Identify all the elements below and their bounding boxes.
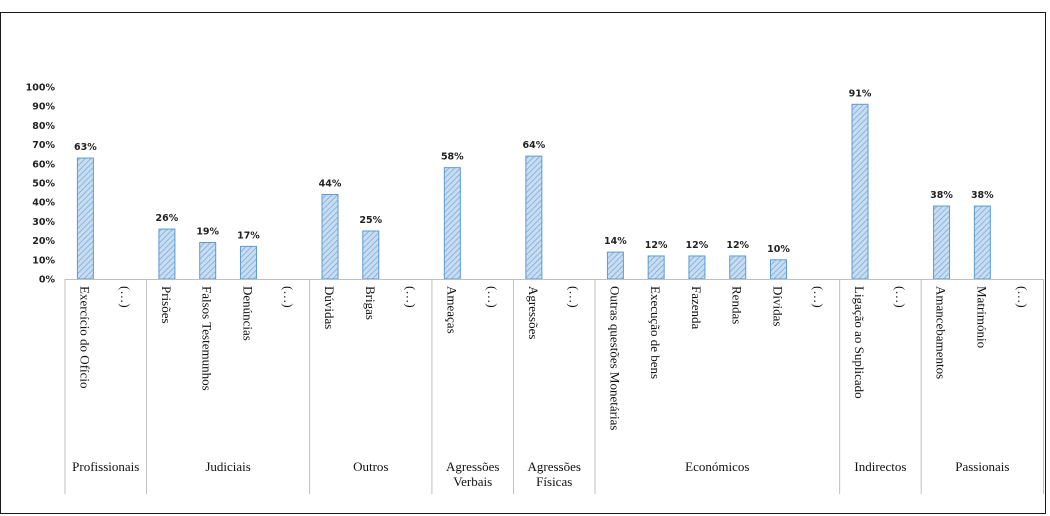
y-tick-label: 10%	[32, 255, 55, 266]
bar	[729, 255, 747, 280]
category-label: Falsos Testemunhos	[200, 286, 215, 391]
value-label: 14%	[604, 236, 627, 247]
value-label: 12%	[645, 240, 668, 251]
value-label: 91%	[849, 88, 872, 99]
value-label: 26%	[156, 213, 179, 224]
category-label: (…)	[485, 286, 500, 308]
y-tick-label: 70%	[32, 140, 55, 151]
category-label: Ameaças	[444, 286, 459, 334]
group-label: Indirectos	[854, 459, 906, 474]
category-label: Matrimónio	[974, 286, 989, 348]
category-label: (…)	[281, 286, 296, 308]
bar	[647, 255, 665, 280]
bar	[158, 228, 176, 280]
y-tick-label: 20%	[32, 236, 55, 247]
value-label: 64%	[522, 140, 545, 151]
value-label: 38%	[930, 190, 953, 201]
bars	[76, 103, 991, 280]
category-label: Denúncias	[240, 286, 255, 341]
category-label: (…)	[404, 286, 419, 308]
category-label: (…)	[811, 286, 826, 308]
category-label: (…)	[893, 286, 908, 308]
bar	[76, 157, 94, 280]
value-label: 25%	[359, 215, 382, 226]
y-tick-label: 30%	[32, 217, 55, 228]
bar	[933, 205, 951, 280]
bar	[851, 103, 869, 280]
value-label: 63%	[74, 142, 97, 153]
y-tick-label: 80%	[32, 121, 55, 132]
y-tick-label: 0%	[39, 275, 56, 286]
category-axis: Exercício do Ofício (…) Prisões Falsos Test…	[64, 279, 1044, 494]
value-label: 44%	[319, 179, 342, 190]
category-label: Execução de bens	[648, 286, 663, 379]
y-tick-label: 90%	[32, 102, 55, 113]
group-label: Outros	[353, 459, 388, 474]
category-label: Brigas	[363, 286, 378, 320]
category-label: Dívidas	[770, 286, 785, 326]
bar	[525, 155, 543, 280]
bar	[362, 230, 380, 280]
bar	[199, 242, 217, 280]
category-label: Ligação ao Suplicado	[852, 286, 867, 399]
group-label: Económicos	[685, 459, 749, 474]
bar	[239, 245, 257, 280]
y-axis-ticks: 0% 10% 20% 30% 40% 50% 60% 70% 80% 90% 100%	[26, 83, 56, 286]
category-label: Fazenda	[689, 286, 704, 330]
value-label: 58%	[441, 152, 464, 163]
bar	[443, 167, 461, 280]
group-label: Agressões Verbais	[446, 459, 499, 489]
category-label: Rendas	[730, 286, 745, 324]
group-label: Passionais	[955, 459, 1009, 474]
bar	[606, 251, 624, 280]
y-tick-label: 50%	[32, 179, 55, 190]
value-label: 19%	[196, 227, 219, 238]
category-label: Amancebamentos	[934, 286, 949, 379]
category-label: (…)	[1015, 286, 1030, 308]
group-label: Profissionais	[72, 459, 139, 474]
y-tick-label: 60%	[32, 159, 55, 170]
category-label: Agressões	[526, 286, 541, 339]
bar	[973, 205, 991, 280]
category-label: (…)	[567, 286, 582, 308]
category-label: Outras questões Monetárias	[607, 286, 622, 430]
bar	[769, 259, 787, 280]
value-label: 10%	[767, 244, 790, 255]
group-label: Judiciais	[205, 459, 251, 474]
bar	[321, 194, 339, 280]
bar	[688, 255, 706, 280]
value-label: 12%	[686, 240, 709, 251]
group-label: Agressões Físicas	[528, 459, 581, 489]
category-label: Dúvidas	[322, 286, 337, 329]
y-tick-label: 40%	[32, 198, 55, 209]
value-label: 12%	[726, 240, 749, 251]
value-label: 17%	[237, 230, 260, 241]
y-tick-label: 100%	[26, 83, 56, 94]
category-label: Prisões	[159, 286, 174, 324]
value-labels: 63% 26% 19% 17% 44% 25% 58% 64% 14% 12% 12% 12% 10% 9…	[74, 88, 994, 255]
category-label: Exercício do Ofício	[77, 286, 92, 389]
category-label: (…)	[118, 286, 133, 308]
value-label: 38%	[971, 190, 994, 201]
